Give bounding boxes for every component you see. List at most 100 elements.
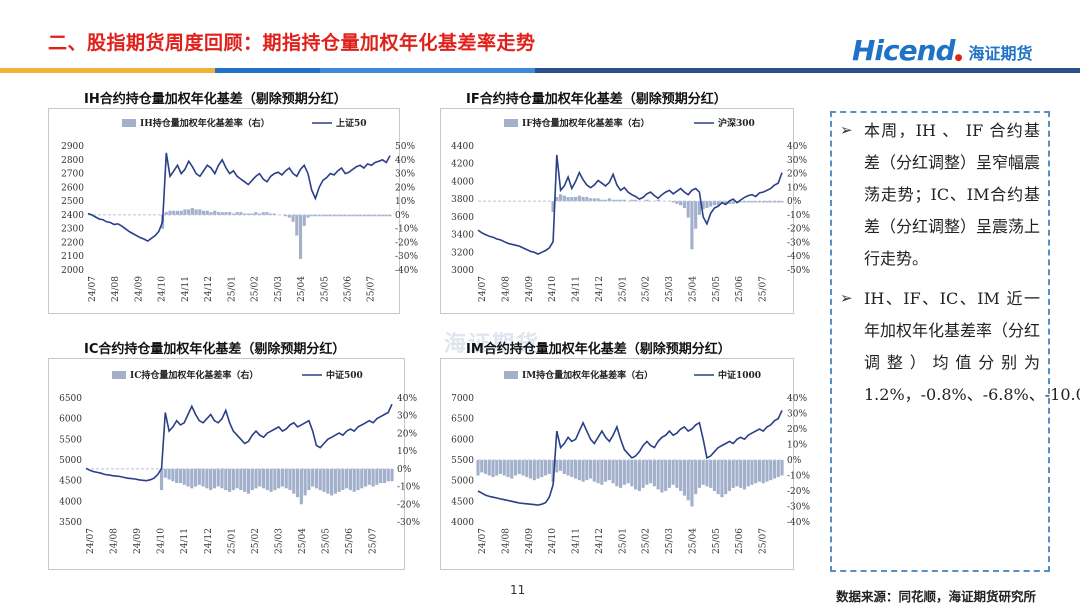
basis-bar (731, 460, 735, 488)
basis-bar (325, 214, 329, 217)
basis-bar (212, 468, 217, 489)
basis-bar (333, 468, 337, 494)
basis-bar (682, 460, 686, 496)
y2-tick-label: 0% (397, 465, 412, 475)
x-tick-label: 25/03 (665, 276, 675, 302)
basis-bar (163, 468, 167, 478)
basis-bar (239, 468, 243, 491)
basis-bar (284, 214, 288, 217)
y-tick-label: 4000 (451, 518, 474, 528)
basis-bar (257, 213, 262, 215)
y-tick-label: 2000 (61, 266, 84, 276)
basis-bar (366, 214, 370, 217)
basis-bar (172, 210, 176, 215)
y2-tick-label: 40% (787, 394, 807, 404)
y2-tick-label: 0% (787, 456, 802, 466)
x-tick-label: 24/07 (478, 276, 488, 302)
x-tick-label: 25/06 (345, 528, 355, 554)
x-tick-label: 24/11 (181, 276, 191, 302)
x-tick-label: 25/04 (297, 276, 307, 302)
y-tick-label: 2900 (61, 142, 84, 152)
basis-bar (292, 468, 296, 494)
basis-bar (720, 460, 724, 498)
basis-bar (265, 212, 269, 215)
basis-bar (186, 468, 190, 487)
basis-bar (164, 212, 168, 215)
basis-bar (178, 468, 183, 484)
x-tick-label: 25/01 (227, 276, 237, 302)
if-chart-panel: IF合约持仓量加权年化基差（剔除预期分红） IF持仓量加权年化基差率（右） 沪深3… (440, 88, 830, 320)
basis-bar (506, 460, 510, 478)
basis-bar (611, 199, 615, 202)
y-tick-label: 3200 (451, 248, 474, 258)
basis-bar (600, 460, 604, 485)
basis-bar (345, 468, 349, 489)
page-title: 二、股指期货周度回顾：期指持仓量加权年化基差率走势 (48, 32, 536, 54)
basis-bar (776, 201, 780, 203)
ih-chart-panel: IH合约持仓量加权年化基差（剔除预期分红） IH持仓量加权年化基差率（右） 上证5… (48, 88, 433, 320)
basis-bar (386, 468, 390, 482)
y2-tick-label: 40% (397, 394, 417, 404)
basis-bar (577, 460, 581, 481)
basis-bar (547, 460, 551, 474)
basis-bar (750, 201, 754, 203)
basis-bar (235, 468, 239, 489)
basis-bar (536, 460, 540, 479)
x-tick-label: 25/05 (712, 276, 722, 302)
basis-bar (228, 212, 232, 215)
basis-bar (261, 468, 266, 489)
y-tick-label: 4500 (59, 477, 82, 487)
basis-bar (712, 460, 717, 491)
basis-bar (362, 214, 366, 217)
basis-bar (615, 460, 619, 487)
basis-bar (769, 201, 773, 203)
basis-bar (343, 214, 347, 217)
basis-bar (649, 460, 653, 484)
x-tick-label: 25/07 (369, 528, 379, 554)
basis-bar (341, 468, 345, 491)
basis-bar (615, 199, 619, 202)
page-number: 11 (510, 583, 526, 597)
basis-bar (280, 468, 285, 487)
basis-bar (645, 199, 649, 202)
basis-bar (358, 214, 362, 217)
basis-bar (310, 214, 314, 217)
basis-bar (356, 468, 360, 491)
basis-bar (686, 460, 690, 501)
x-tick-label: 25/03 (665, 528, 675, 554)
basis-bar (261, 212, 265, 215)
x-tick-label: 24/08 (111, 276, 121, 302)
y-tick-label: 2600 (61, 183, 84, 193)
basis-bar (664, 460, 668, 491)
x-tick-label: 24/08 (501, 528, 511, 554)
basis-bar (581, 196, 585, 202)
y2-tick-label: 30% (395, 170, 415, 180)
basis-bar (596, 460, 600, 484)
y-tick-label: 5000 (451, 477, 474, 487)
basis-bar (231, 468, 235, 491)
basis-bar (379, 468, 383, 484)
y-tick-label: 6000 (59, 415, 82, 425)
basis-bar (739, 201, 743, 203)
basis-bar (291, 214, 295, 222)
x-tick-label: 24/07 (478, 528, 488, 554)
x-tick-label: 24/10 (548, 528, 558, 554)
basis-bar (179, 210, 183, 215)
header-bar-blue-1 (215, 68, 320, 73)
basis-bar (619, 460, 623, 488)
basis-bar (637, 460, 641, 491)
x-tick-label: 25/02 (642, 528, 652, 554)
basis-bar (480, 460, 484, 473)
basis-bar (757, 460, 762, 482)
ic-chart-panel: IC合约持仓量加权年化基差（剔除预期分红） IC持仓量加权年化基差率（右） 中证5… (48, 338, 433, 570)
y2-tick-label: -10% (787, 472, 810, 482)
legend-line-label: 沪深300 (718, 117, 755, 129)
basis-bar (328, 214, 332, 217)
basis-bar (209, 212, 213, 215)
index-line (85, 403, 393, 482)
basis-bar (750, 460, 754, 485)
x-tick-label: 24/12 (204, 276, 214, 302)
index-line (477, 410, 783, 506)
y2-tick-label: -30% (787, 503, 810, 513)
basis-bar (761, 201, 765, 203)
